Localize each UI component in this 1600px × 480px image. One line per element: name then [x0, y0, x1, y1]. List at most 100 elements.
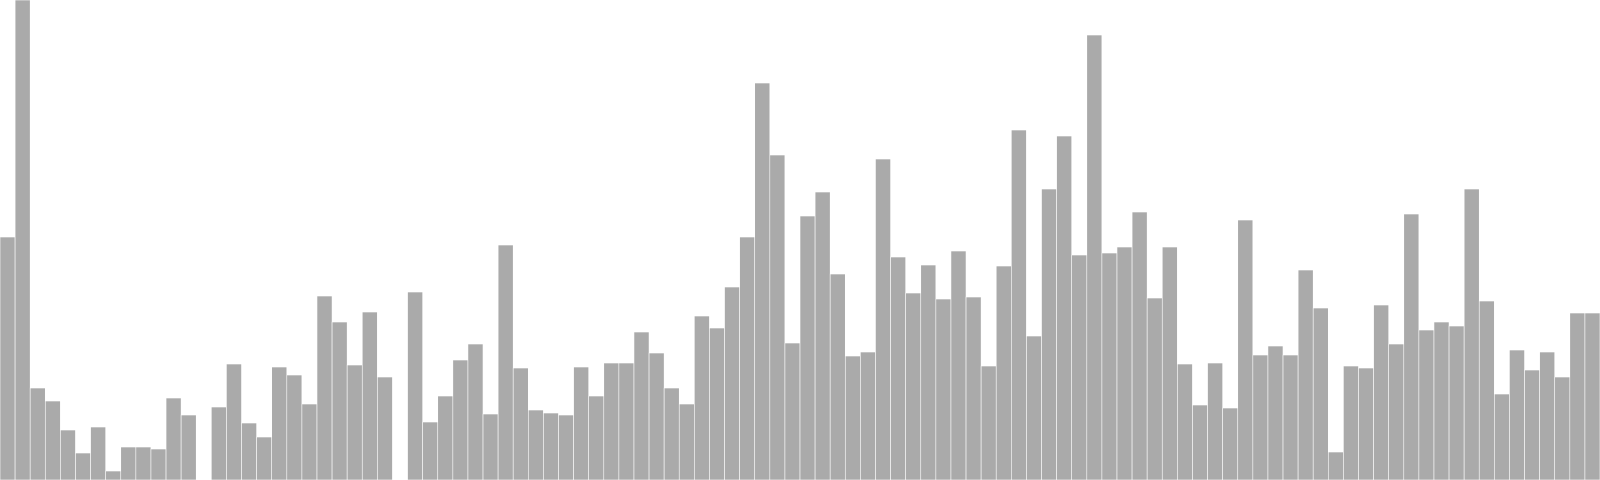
bar: [1463, 188, 1480, 480]
bar: [875, 158, 891, 480]
bar: [694, 315, 710, 480]
bar: [1056, 135, 1072, 480]
bar: [120, 446, 137, 480]
bar: [301, 403, 318, 480]
bar: [558, 414, 574, 480]
bar: [648, 352, 665, 480]
bar: [226, 363, 242, 480]
bar: [829, 273, 846, 480]
bar: [497, 244, 514, 480]
bar: [1101, 252, 1118, 480]
bar: [1388, 343, 1405, 480]
bar: [1554, 376, 1571, 480]
bar: [135, 446, 152, 480]
bar: [75, 452, 91, 480]
bar: [60, 429, 76, 480]
bar: [1237, 219, 1254, 480]
bar: [44, 400, 61, 480]
bar: [361, 311, 378, 480]
bar: [1448, 325, 1465, 480]
bar: [1026, 335, 1042, 480]
bar: [1297, 269, 1314, 480]
bar: [1222, 407, 1239, 480]
bar: [1192, 404, 1208, 480]
bar: [1433, 321, 1450, 480]
bar: [1116, 246, 1133, 480]
bar: [1086, 34, 1103, 480]
bar: [573, 366, 589, 480]
bar: [678, 403, 695, 480]
bar: [331, 321, 348, 480]
bar: [105, 470, 122, 480]
bar: [528, 409, 544, 480]
bar: [1282, 354, 1299, 480]
bar: [814, 191, 831, 480]
bar: [1252, 354, 1269, 480]
bar: [407, 291, 423, 480]
bar: [1403, 213, 1420, 480]
bar: [29, 387, 46, 480]
bar: [211, 406, 227, 480]
bar: [1328, 451, 1344, 480]
bar: [1494, 393, 1510, 480]
bar: [935, 298, 952, 480]
bar: [1418, 329, 1435, 480]
bar: [724, 286, 740, 480]
bar: [180, 414, 197, 480]
bar: [316, 295, 333, 480]
bar: [618, 362, 635, 480]
bar: [860, 351, 876, 480]
bar: [663, 387, 680, 480]
bar: [90, 426, 106, 480]
bar: [890, 256, 906, 480]
bar: [588, 395, 605, 480]
bar: [0, 236, 16, 480]
bar: [754, 82, 771, 480]
bar: [1539, 351, 1556, 480]
bar: [799, 215, 816, 480]
bar: [709, 327, 725, 480]
bar: [1041, 188, 1057, 480]
bar: [271, 366, 288, 480]
bar: [422, 421, 439, 480]
bar: [1358, 367, 1374, 480]
bar: [739, 236, 756, 480]
bar: [165, 397, 182, 480]
bar: [377, 376, 393, 480]
bar: [844, 355, 861, 480]
bar: [980, 365, 997, 480]
bar: [1146, 297, 1163, 480]
bar: [603, 362, 620, 480]
bar: [965, 296, 982, 480]
bar: [14, 0, 31, 480]
bar: [1478, 300, 1495, 480]
bar: [1267, 345, 1284, 480]
bar: [1312, 307, 1329, 480]
bar: [346, 364, 363, 480]
bar: [1071, 254, 1088, 480]
bar: [286, 374, 303, 480]
bar: [256, 436, 272, 480]
bar: [1584, 312, 1600, 480]
bar: [769, 154, 786, 480]
bar: [784, 342, 801, 480]
bar: [950, 250, 967, 480]
bar: [1373, 304, 1389, 480]
bar: [1569, 312, 1586, 480]
bar: [1011, 129, 1027, 480]
bar: [452, 359, 469, 480]
bar: [1131, 211, 1148, 480]
bar: [1161, 246, 1178, 480]
bar: [1509, 349, 1525, 480]
bar: [633, 331, 650, 480]
bar: [512, 367, 529, 480]
bar: [150, 448, 167, 480]
bar: [920, 264, 937, 480]
bar: [1343, 365, 1359, 480]
bar: [437, 395, 454, 480]
bar: [1524, 369, 1540, 480]
bar: [1177, 363, 1193, 480]
bar: [995, 265, 1012, 480]
